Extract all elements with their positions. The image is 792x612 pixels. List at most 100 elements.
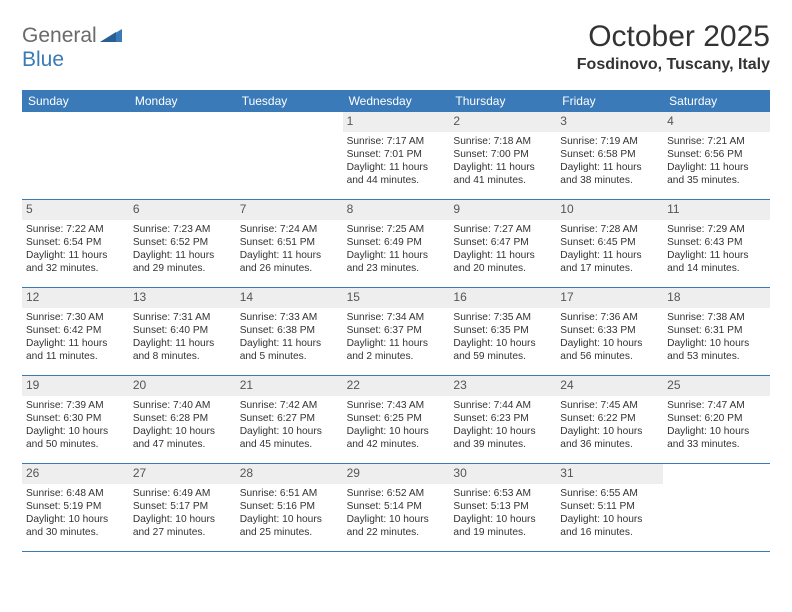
calendar-cell: 11Sunrise: 7:29 AMSunset: 6:43 PMDayligh… (663, 200, 770, 288)
day-number: 26 (22, 464, 129, 484)
cell-sunset: Sunset: 6:40 PM (133, 324, 232, 337)
logo-general: General (22, 24, 97, 47)
cell-d1: Daylight: 11 hours (133, 249, 232, 262)
cell-sunset: Sunset: 5:14 PM (347, 500, 446, 513)
calendar-cell: 1Sunrise: 7:17 AMSunset: 7:01 PMDaylight… (343, 112, 450, 200)
cell-d1: Daylight: 11 hours (240, 249, 339, 262)
cell-d2: and 2 minutes. (347, 350, 446, 363)
cell-sunset: Sunset: 6:27 PM (240, 412, 339, 425)
cell-sunset: Sunset: 6:23 PM (453, 412, 552, 425)
cell-d1: Daylight: 10 hours (133, 513, 232, 526)
cell-sunset: Sunset: 6:51 PM (240, 236, 339, 249)
calendar-cell: 6Sunrise: 7:23 AMSunset: 6:52 PMDaylight… (129, 200, 236, 288)
day-number: 6 (129, 200, 236, 220)
calendar: SundayMondayTuesdayWednesdayThursdayFrid… (22, 90, 770, 552)
calendar-cell: 10Sunrise: 7:28 AMSunset: 6:45 PMDayligh… (556, 200, 663, 288)
cell-d2: and 36 minutes. (560, 438, 659, 451)
cell-d2: and 27 minutes. (133, 526, 232, 539)
day-number: 24 (556, 376, 663, 396)
calendar-cell: 16Sunrise: 7:35 AMSunset: 6:35 PMDayligh… (449, 288, 556, 376)
cell-d1: Daylight: 11 hours (347, 249, 446, 262)
cell-sunset: Sunset: 6:25 PM (347, 412, 446, 425)
calendar-cell: 4Sunrise: 7:21 AMSunset: 6:56 PMDaylight… (663, 112, 770, 200)
calendar-cell: 30Sunrise: 6:53 AMSunset: 5:13 PMDayligh… (449, 464, 556, 552)
cell-sunrise: Sunrise: 7:22 AM (26, 223, 125, 236)
cell-d1: Daylight: 11 hours (347, 161, 446, 174)
calendar-cell: 5Sunrise: 7:22 AMSunset: 6:54 PMDaylight… (22, 200, 129, 288)
cell-sunrise: Sunrise: 7:18 AM (453, 135, 552, 148)
calendar-cell: 23Sunrise: 7:44 AMSunset: 6:23 PMDayligh… (449, 376, 556, 464)
calendar-cell-empty (129, 112, 236, 200)
cell-d1: Daylight: 11 hours (560, 161, 659, 174)
cell-sunset: Sunset: 6:54 PM (26, 236, 125, 249)
calendar-cell: 25Sunrise: 7:47 AMSunset: 6:20 PMDayligh… (663, 376, 770, 464)
cell-sunrise: Sunrise: 7:31 AM (133, 311, 232, 324)
calendar-cell-empty (22, 112, 129, 200)
cell-sunset: Sunset: 5:11 PM (560, 500, 659, 513)
weekday-header: Wednesday (343, 90, 450, 112)
calendar-cell: 15Sunrise: 7:34 AMSunset: 6:37 PMDayligh… (343, 288, 450, 376)
calendar-cell: 29Sunrise: 6:52 AMSunset: 5:14 PMDayligh… (343, 464, 450, 552)
day-number: 22 (343, 376, 450, 396)
calendar-cell: 12Sunrise: 7:30 AMSunset: 6:42 PMDayligh… (22, 288, 129, 376)
cell-sunrise: Sunrise: 7:21 AM (667, 135, 766, 148)
day-number: 17 (556, 288, 663, 308)
cell-d1: Daylight: 10 hours (560, 337, 659, 350)
logo: GeneralBlue (22, 20, 123, 72)
day-number: 5 (22, 200, 129, 220)
cell-d1: Daylight: 10 hours (26, 425, 125, 438)
cell-d1: Daylight: 10 hours (667, 425, 766, 438)
cell-d1: Daylight: 11 hours (133, 337, 232, 350)
cell-d2: and 5 minutes. (240, 350, 339, 363)
calendar-cell: 28Sunrise: 6:51 AMSunset: 5:16 PMDayligh… (236, 464, 343, 552)
cell-sunrise: Sunrise: 7:25 AM (347, 223, 446, 236)
day-number: 11 (663, 200, 770, 220)
day-number: 16 (449, 288, 556, 308)
cell-sunset: Sunset: 6:31 PM (667, 324, 766, 337)
cell-sunset: Sunset: 6:28 PM (133, 412, 232, 425)
day-number: 18 (663, 288, 770, 308)
calendar-cell: 21Sunrise: 7:42 AMSunset: 6:27 PMDayligh… (236, 376, 343, 464)
cell-d1: Daylight: 10 hours (453, 425, 552, 438)
cell-d1: Daylight: 11 hours (453, 161, 552, 174)
day-number: 19 (22, 376, 129, 396)
cell-d2: and 38 minutes. (560, 174, 659, 187)
weekday-header: Tuesday (236, 90, 343, 112)
day-number: 9 (449, 200, 556, 220)
cell-d2: and 20 minutes. (453, 262, 552, 275)
cell-sunset: Sunset: 5:16 PM (240, 500, 339, 513)
cell-d2: and 35 minutes. (667, 174, 766, 187)
cell-sunset: Sunset: 6:42 PM (26, 324, 125, 337)
cell-sunrise: Sunrise: 7:30 AM (26, 311, 125, 324)
calendar-cell: 18Sunrise: 7:38 AMSunset: 6:31 PMDayligh… (663, 288, 770, 376)
cell-d2: and 32 minutes. (26, 262, 125, 275)
day-number: 2 (449, 112, 556, 132)
day-number: 1 (343, 112, 450, 132)
cell-d2: and 56 minutes. (560, 350, 659, 363)
cell-sunrise: Sunrise: 7:40 AM (133, 399, 232, 412)
cell-sunset: Sunset: 6:49 PM (347, 236, 446, 249)
calendar-cell: 9Sunrise: 7:27 AMSunset: 6:47 PMDaylight… (449, 200, 556, 288)
cell-sunset: Sunset: 6:37 PM (347, 324, 446, 337)
calendar-cell-empty (236, 112, 343, 200)
cell-d2: and 47 minutes. (133, 438, 232, 451)
cell-sunset: Sunset: 6:58 PM (560, 148, 659, 161)
calendar-cell: 24Sunrise: 7:45 AMSunset: 6:22 PMDayligh… (556, 376, 663, 464)
cell-d1: Daylight: 10 hours (347, 425, 446, 438)
calendar-header-row: SundayMondayTuesdayWednesdayThursdayFrid… (22, 90, 770, 112)
cell-sunset: Sunset: 6:35 PM (453, 324, 552, 337)
month-title: October 2025 (577, 20, 770, 54)
cell-sunrise: Sunrise: 6:52 AM (347, 487, 446, 500)
cell-sunset: Sunset: 6:56 PM (667, 148, 766, 161)
calendar-cell: 3Sunrise: 7:19 AMSunset: 6:58 PMDaylight… (556, 112, 663, 200)
day-number: 31 (556, 464, 663, 484)
cell-sunrise: Sunrise: 7:47 AM (667, 399, 766, 412)
cell-sunrise: Sunrise: 7:23 AM (133, 223, 232, 236)
cell-sunrise: Sunrise: 7:24 AM (240, 223, 339, 236)
cell-sunset: Sunset: 5:17 PM (133, 500, 232, 513)
calendar-cell: 26Sunrise: 6:48 AMSunset: 5:19 PMDayligh… (22, 464, 129, 552)
cell-sunrise: Sunrise: 7:35 AM (453, 311, 552, 324)
cell-sunset: Sunset: 6:22 PM (560, 412, 659, 425)
calendar-cell: 31Sunrise: 6:55 AMSunset: 5:11 PMDayligh… (556, 464, 663, 552)
cell-d2: and 26 minutes. (240, 262, 339, 275)
